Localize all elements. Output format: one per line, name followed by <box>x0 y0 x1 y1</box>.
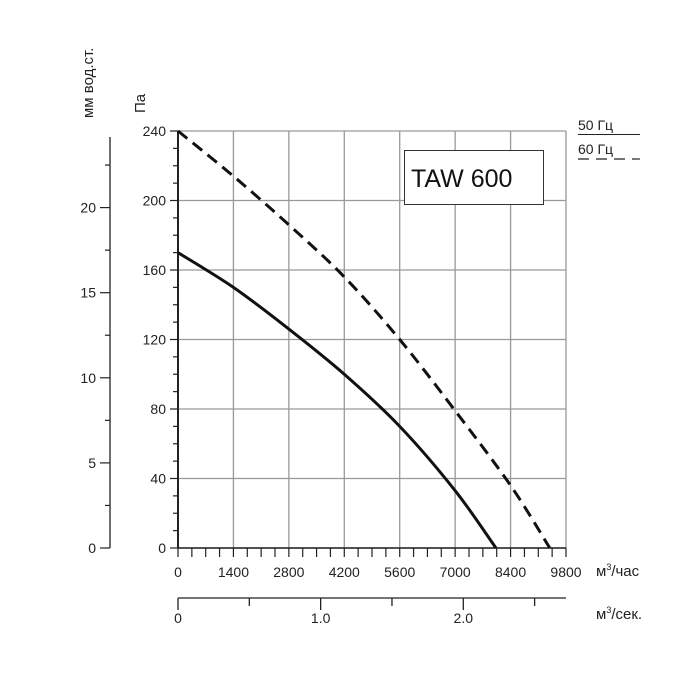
y-tick-label: 120 <box>143 332 167 348</box>
x2-tick-label: 2.0 <box>454 610 474 626</box>
y-axis-label-mm: мм вод.ст. <box>80 47 97 118</box>
x-tick-label: 7000 <box>440 564 471 580</box>
y-tick-label: 80 <box>150 401 166 417</box>
x-unit-base: м <box>596 563 607 580</box>
x2-unit-base: м <box>596 606 607 623</box>
chart-title-box: TAW 600 <box>404 150 544 205</box>
x-unit-sup: 3 <box>606 562 612 572</box>
x-tick-label: 5600 <box>384 564 415 580</box>
x-tick-label: 1400 <box>218 564 249 580</box>
x2-tick-label: 1.0 <box>311 610 331 626</box>
legend-50hz: 50 Гц <box>578 117 640 135</box>
x-axis-label-m3h: м3/час <box>596 562 639 580</box>
x-axis-label-m3s: м3/сек. <box>596 605 642 623</box>
y2-tick-label: 10 <box>80 370 96 386</box>
y2-tick-label: 15 <box>80 285 96 301</box>
y-tick-label: 200 <box>143 193 167 209</box>
series-line-60hz <box>177 129 552 549</box>
y2-tick-label: 5 <box>88 455 96 471</box>
x-unit-rest: /час <box>611 563 640 580</box>
legend-label-60hz: 60 Гц <box>578 141 614 157</box>
legend-60hz: 60 Гц <box>578 141 613 157</box>
x2-unit-sup: 3 <box>606 605 612 615</box>
y-tick-label: 240 <box>143 123 167 139</box>
x-tick-label: 4200 <box>329 564 360 580</box>
y2-tick-label: 20 <box>80 200 96 216</box>
y-tick-label: 40 <box>150 471 166 487</box>
legend-label-50hz: 50 Гц <box>578 117 614 133</box>
chart-title: TAW 600 <box>411 165 513 193</box>
x2-tick-label: 0 <box>174 610 182 626</box>
x-tick-label: 8400 <box>495 564 526 580</box>
x2-unit-rest: /сек. <box>611 606 643 623</box>
x-tick-label: 0 <box>174 564 182 580</box>
y-tick-label: 0 <box>158 540 166 556</box>
y-axis-label-pa: Па <box>132 93 149 113</box>
y-tick-label: 160 <box>143 262 167 278</box>
x-tick-label: 9800 <box>550 564 581 580</box>
series-line-50hz <box>177 251 498 549</box>
y2-tick-label: 0 <box>88 540 96 556</box>
x-tick-label: 2800 <box>273 564 304 580</box>
